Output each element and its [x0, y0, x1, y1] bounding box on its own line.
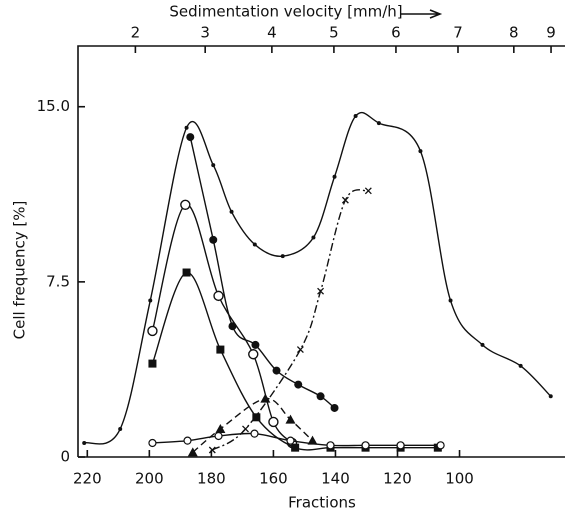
series-line [189, 136, 335, 409]
marker [187, 447, 198, 457]
marker [268, 416, 279, 428]
marker [118, 426, 123, 431]
x-tick-label: 160 [259, 470, 288, 488]
marker [251, 340, 260, 349]
marker [216, 345, 225, 354]
x-tick-label: 140 [321, 470, 350, 488]
top-tick-label: 4 [267, 24, 277, 42]
arrow [400, 9, 443, 19]
x-tick-label: 100 [445, 470, 474, 488]
marker [548, 394, 553, 399]
marker [332, 174, 337, 179]
marker [252, 242, 257, 247]
x-tick-label: 220 [73, 470, 102, 488]
marker [183, 436, 192, 445]
x-axis-title: Fractions [288, 494, 356, 512]
y-tick-label: 0 [60, 448, 70, 466]
marker [148, 359, 157, 368]
marker [252, 413, 261, 422]
top-tick-label: 6 [391, 24, 401, 42]
marker [353, 114, 358, 119]
marker [213, 290, 224, 302]
marker [291, 443, 300, 452]
marker [316, 392, 325, 401]
marker [180, 199, 191, 210]
y-tick-label: 7.5 [46, 272, 70, 290]
marker [364, 187, 372, 195]
marker [148, 298, 153, 303]
marker [448, 298, 453, 303]
marker [242, 425, 249, 433]
marker [396, 441, 405, 450]
marker [208, 446, 216, 454]
marker [326, 441, 335, 450]
marker [294, 380, 303, 389]
marker [418, 149, 423, 154]
top-tick-label: 3 [200, 24, 210, 42]
marker [184, 125, 189, 130]
top-tick-label: 2 [131, 24, 141, 42]
marker [182, 268, 191, 277]
marker [518, 363, 523, 368]
marker [229, 209, 234, 214]
marker [215, 423, 226, 433]
marker [209, 235, 218, 244]
top-tick-label: 8 [509, 24, 519, 42]
marker [296, 346, 304, 354]
marker [311, 235, 316, 240]
marker [250, 429, 259, 438]
marker [285, 414, 296, 424]
marker [148, 438, 157, 448]
marker [286, 436, 295, 445]
series-line [151, 204, 293, 444]
marker [186, 133, 195, 142]
y-tick-label: 15.0 [37, 97, 70, 115]
axes-frame [77, 45, 565, 458]
x-tick-label: 120 [383, 470, 412, 488]
top-tick-label: 5 [329, 24, 339, 42]
marker [330, 403, 339, 412]
marker [341, 196, 349, 204]
y-axis-title: Cell frequency [%] [11, 201, 29, 340]
top-axis-title: Sedimentation velocity [mm/h] [169, 3, 402, 21]
series-line [211, 189, 369, 451]
marker [480, 342, 485, 347]
marker [211, 163, 216, 168]
x-tick-label: 200 [135, 470, 164, 488]
marker [280, 254, 285, 259]
marker [307, 435, 318, 445]
marker [361, 441, 370, 450]
marker [317, 287, 325, 295]
marker [376, 121, 381, 126]
marker [214, 431, 223, 441]
top-tick-label: 9 [546, 24, 556, 42]
marker [248, 349, 259, 360]
marker [272, 366, 281, 375]
marker [82, 440, 87, 445]
x-tick-label: 180 [197, 470, 226, 488]
top-tick-label: 7 [453, 24, 463, 42]
marker [147, 325, 158, 337]
marker [436, 441, 445, 450]
